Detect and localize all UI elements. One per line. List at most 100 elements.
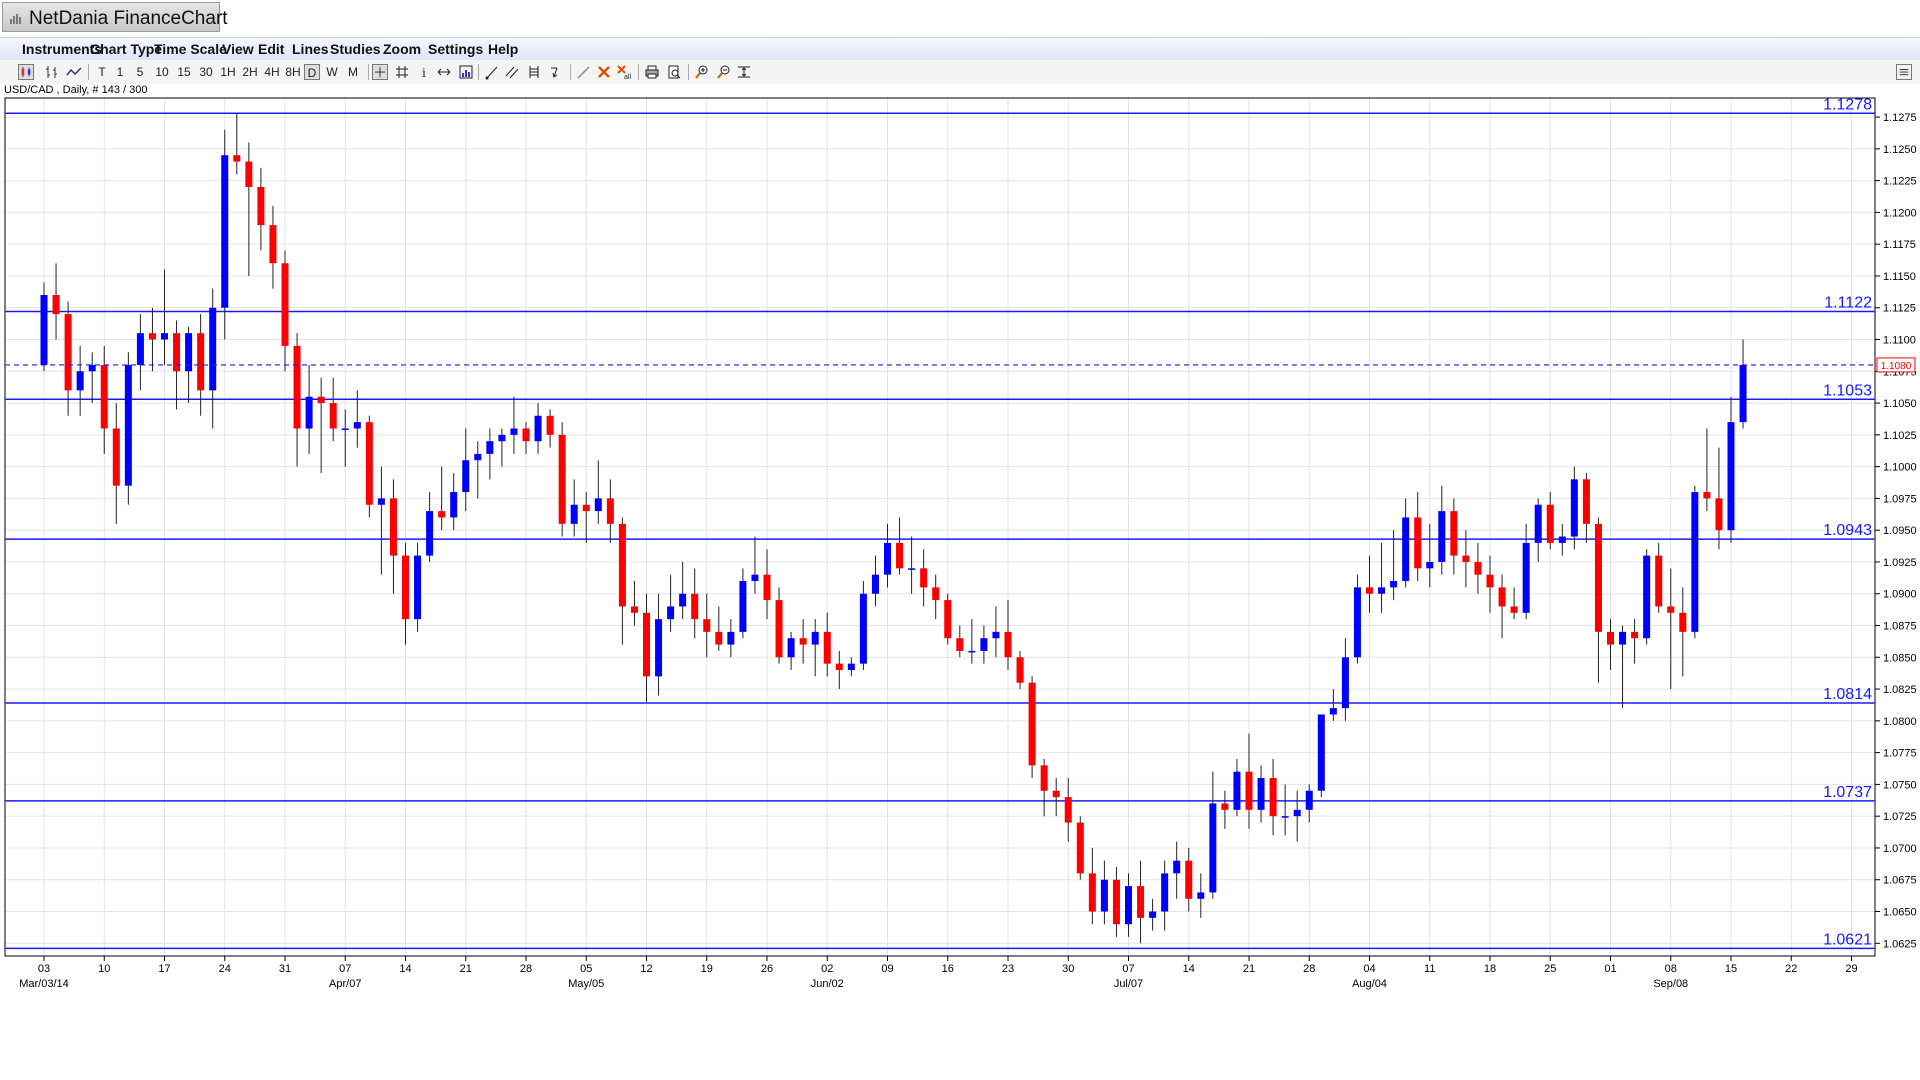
candle-down [389,498,397,556]
candle-down [558,434,566,524]
info-icon[interactable]: i [416,64,432,80]
date-tick-label: 21 [1243,963,1255,975]
timeframe-10[interactable]: 10 [155,65,169,79]
menu-settings[interactable]: Settings [428,41,484,57]
menu-lines[interactable]: Lines [292,41,329,57]
pen-icon[interactable] [576,64,592,80]
svg-text:all: all [624,74,631,80]
price-tick-label: 1.1175 [1883,239,1916,251]
crosshair-icon[interactable] [372,64,388,80]
window-tab[interactable]: NetDania FinanceChart [2,2,228,32]
candle-down [1016,657,1024,683]
last-price-label: 1.1080 [1881,361,1912,372]
price-tick-label: 1.1050 [1883,398,1917,410]
candle-up [859,593,867,664]
toolbar-separator [88,64,89,80]
timeframe-2h[interactable]: 2H [242,65,258,79]
app-title: NetDania FinanceChart [29,8,228,29]
candle-up [136,333,144,365]
timeframe-5[interactable]: 5 [136,65,144,79]
candle-down [269,225,277,264]
candle-up [1438,511,1446,562]
menu-help[interactable]: Help [488,41,519,57]
timeframe-15[interactable]: 15 [177,65,191,79]
candle-up [884,542,891,575]
date-tick-label: 07 [339,963,351,975]
toolbar-separator [368,64,369,80]
menu-edit[interactable]: Edit [258,41,285,57]
candle-down [1510,606,1518,613]
zoom-out-icon[interactable] [716,64,732,80]
candle-up [88,364,96,372]
plot-area-border [4,97,1876,957]
candle-up [751,574,759,582]
delete-all-icon[interactable]: all [616,64,632,80]
timeframe-8h[interactable]: 8H [285,65,301,79]
price-tick-label: 1.0925 [1883,557,1917,569]
candle-down [148,333,156,340]
menu-instruments[interactable]: Instruments [22,41,103,57]
month-label: Jul/07 [1114,978,1143,990]
fit-icon[interactable] [736,64,752,80]
menu-time-scale[interactable]: Time Scale [154,41,227,57]
settings-icon[interactable] [1896,64,1912,80]
candlesticks [40,113,1747,944]
menu-zoom[interactable]: Zoom [383,41,422,57]
date-tick-label: 07 [1122,963,1134,975]
timeframe-1[interactable]: 1 [116,65,124,79]
channel-icon[interactable] [504,64,520,80]
candle-down [1607,631,1614,645]
candle-up [1209,803,1217,893]
candle-down [956,638,964,651]
timeframe-m[interactable]: M [348,65,358,79]
candles-icon[interactable] [18,64,34,80]
price-tick-label: 1.0850 [1883,652,1917,664]
candle-up [667,606,675,620]
price-tick-label: 1.0750 [1883,779,1917,791]
menu-view[interactable]: View [222,41,254,57]
volume-icon[interactable] [458,64,474,80]
line-icon[interactable] [66,64,82,80]
candle-down [606,498,614,524]
print-icon[interactable] [644,64,660,80]
candle-up [1149,911,1157,918]
candle-down [197,333,205,391]
menu-studies[interactable]: Studies [330,41,381,57]
delete-icon[interactable] [596,64,612,80]
candle-down [1221,803,1229,810]
candle-down [1546,504,1554,543]
candle-down [317,396,325,404]
candle-up [727,631,735,645]
arrow-icon[interactable] [548,64,564,80]
price-chart[interactable]: 1.1278 1.1122 1.1053 1.0943 1.0814 1.0737 1.06… [0,96,1920,1000]
title-bar: NetDania FinanceChart [0,0,1920,34]
trendline-icon[interactable] [484,64,500,80]
bars-icon[interactable] [44,64,60,80]
candle-up [498,434,506,442]
timeframe-1h[interactable]: 1H [220,65,236,79]
candle-down [1486,574,1494,588]
menu-bar: Instruments Chart Type Time Scale View E… [0,37,1920,61]
horizontal-line-label: 1.0737 [1823,784,1872,801]
candle-down [1269,778,1277,817]
candle-up [1619,631,1627,645]
menu-chart-type[interactable]: Chart Type [90,41,163,57]
candle-up [221,155,229,308]
price-tick-label: 1.0975 [1883,493,1917,505]
candle-down [257,186,265,226]
candle-up [462,460,470,493]
preview-icon[interactable] [666,64,682,80]
candle-down [1594,523,1602,632]
zoom-in-icon[interactable] [694,64,710,80]
timeframe-w[interactable]: W [326,65,338,79]
timeframe-30[interactable]: 30 [199,65,213,79]
timeframe-t[interactable]: T [98,65,106,79]
svg-text:i: i [422,66,426,80]
grid-icon[interactable] [394,64,410,80]
scroll-icon[interactable] [436,64,452,80]
candle-up [570,504,578,524]
timeframe-d[interactable]: D [304,64,320,80]
fibonacci-icon[interactable] [526,64,542,80]
timeframe-4h[interactable]: 4H [264,65,280,79]
price-tick-label: 1.0775 [1883,748,1917,760]
